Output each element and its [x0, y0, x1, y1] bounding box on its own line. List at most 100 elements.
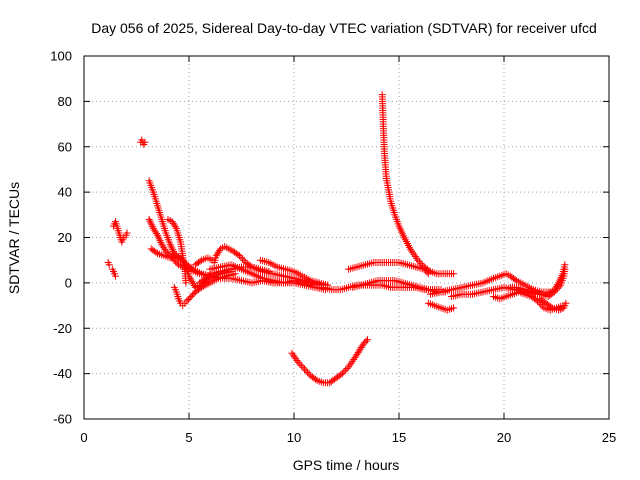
data-point [538, 302, 546, 310]
data-point [425, 266, 433, 274]
data-point [141, 138, 149, 146]
data-point [341, 366, 349, 374]
data-point [105, 261, 113, 269]
x-tick-label: 5 [185, 430, 192, 445]
data-point [350, 356, 358, 364]
data-point [297, 362, 305, 370]
data-point [340, 368, 348, 376]
data-point [346, 361, 354, 369]
y-tick-label: 0 [65, 275, 72, 290]
data-point [414, 256, 422, 264]
data-point [299, 363, 307, 371]
data-point [148, 221, 156, 229]
data-point [562, 299, 570, 307]
data-point [364, 336, 371, 344]
x-tick-label: 25 [602, 430, 616, 445]
data-point [552, 286, 560, 294]
data-point [409, 249, 417, 257]
data-point [167, 242, 175, 250]
plot-frame [83, 55, 610, 420]
x-axis-label: GPS time / hours [293, 457, 400, 473]
data-point [337, 371, 345, 379]
data-point [304, 368, 312, 376]
data-point [234, 251, 242, 259]
data-point [343, 365, 351, 373]
data-point [112, 272, 119, 280]
data-point [408, 247, 416, 255]
data-point [311, 281, 319, 289]
data-point [145, 215, 153, 223]
data-point [207, 271, 215, 279]
x-tick-label: 10 [287, 430, 301, 445]
data-point [196, 285, 204, 293]
data-point [415, 258, 423, 266]
grid [84, 56, 609, 419]
y-tick-label: 60 [58, 139, 72, 154]
data-point [511, 275, 519, 283]
y-tick-label: -20 [53, 321, 72, 336]
data-point [417, 260, 425, 268]
data-point [169, 246, 177, 254]
data-point [450, 270, 458, 278]
y-axis-label: SDTVAR / TECUs [6, 182, 22, 294]
data-point [157, 238, 165, 246]
data-point [547, 303, 555, 311]
data-point [556, 305, 564, 313]
y-tick-label: 20 [58, 230, 72, 245]
data-points [104, 91, 570, 387]
data-point [123, 229, 131, 237]
data-point [166, 240, 174, 248]
data-point [305, 370, 313, 378]
data-point [168, 244, 176, 252]
data-point [171, 223, 179, 231]
y-tick-label: 100 [50, 49, 72, 64]
data-point [156, 237, 164, 245]
x-tick-label: 20 [497, 430, 511, 445]
data-point [154, 233, 162, 241]
data-point [146, 217, 154, 225]
data-point [345, 363, 353, 371]
data-point [549, 289, 557, 297]
data-point [148, 223, 156, 231]
data-point [240, 257, 248, 265]
data-point [347, 359, 355, 367]
data-point [413, 254, 421, 262]
y-tick-label: 40 [58, 185, 72, 200]
data-point [147, 219, 155, 227]
data-point [237, 253, 245, 261]
data-point [561, 265, 569, 273]
data-point [215, 247, 223, 255]
data-point [419, 261, 427, 269]
data-point [196, 257, 204, 265]
x-tick-label: 0 [80, 430, 87, 445]
data-point [296, 360, 304, 368]
data-point [348, 357, 356, 365]
data-point [290, 353, 298, 361]
data-point [362, 337, 370, 345]
data-point [155, 235, 163, 243]
data-point [411, 253, 419, 261]
data-point [302, 367, 310, 375]
axis-ticks: 0 5 10 15 20 25 -60 -40 -20 0 20 40 60 80 100 [50, 49, 616, 446]
y-tick-label: -60 [53, 412, 72, 427]
data-point [288, 349, 296, 357]
data-point [554, 285, 562, 293]
data-point [312, 375, 320, 383]
data-point [235, 252, 243, 260]
data-point [239, 255, 247, 263]
chart-title: Day 056 of 2025, Sidereal Day-to-day VTE… [91, 20, 597, 36]
data-point [338, 370, 346, 378]
y-tick-label: 80 [58, 94, 72, 109]
data-point [410, 251, 418, 259]
data-point [152, 248, 160, 256]
data-point [555, 283, 563, 291]
data-point [292, 355, 300, 363]
data-point [182, 279, 190, 287]
data-point [289, 351, 297, 359]
data-point [294, 358, 302, 366]
y-tick-label: -40 [53, 366, 72, 381]
data-point [450, 304, 458, 312]
data-point [154, 231, 161, 239]
data-point [555, 306, 563, 314]
